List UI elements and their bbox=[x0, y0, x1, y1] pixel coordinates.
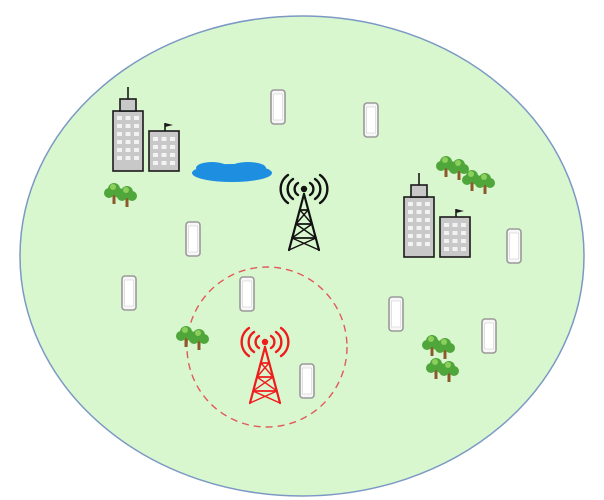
smartphone-icon bbox=[506, 228, 522, 264]
small-cell-coverage-boundary bbox=[186, 266, 348, 428]
lake-icon bbox=[192, 162, 272, 182]
smartphone-icon bbox=[388, 296, 404, 332]
smartphone-icon bbox=[481, 318, 497, 354]
smartphone-icon bbox=[185, 221, 201, 257]
macro-cell-coverage-area bbox=[19, 15, 585, 497]
smartphone-icon bbox=[121, 275, 137, 311]
smartphone-icon bbox=[270, 89, 286, 125]
smartphone-icon bbox=[299, 363, 315, 399]
smartphone-icon bbox=[239, 276, 255, 312]
smartphone-icon bbox=[363, 102, 379, 138]
